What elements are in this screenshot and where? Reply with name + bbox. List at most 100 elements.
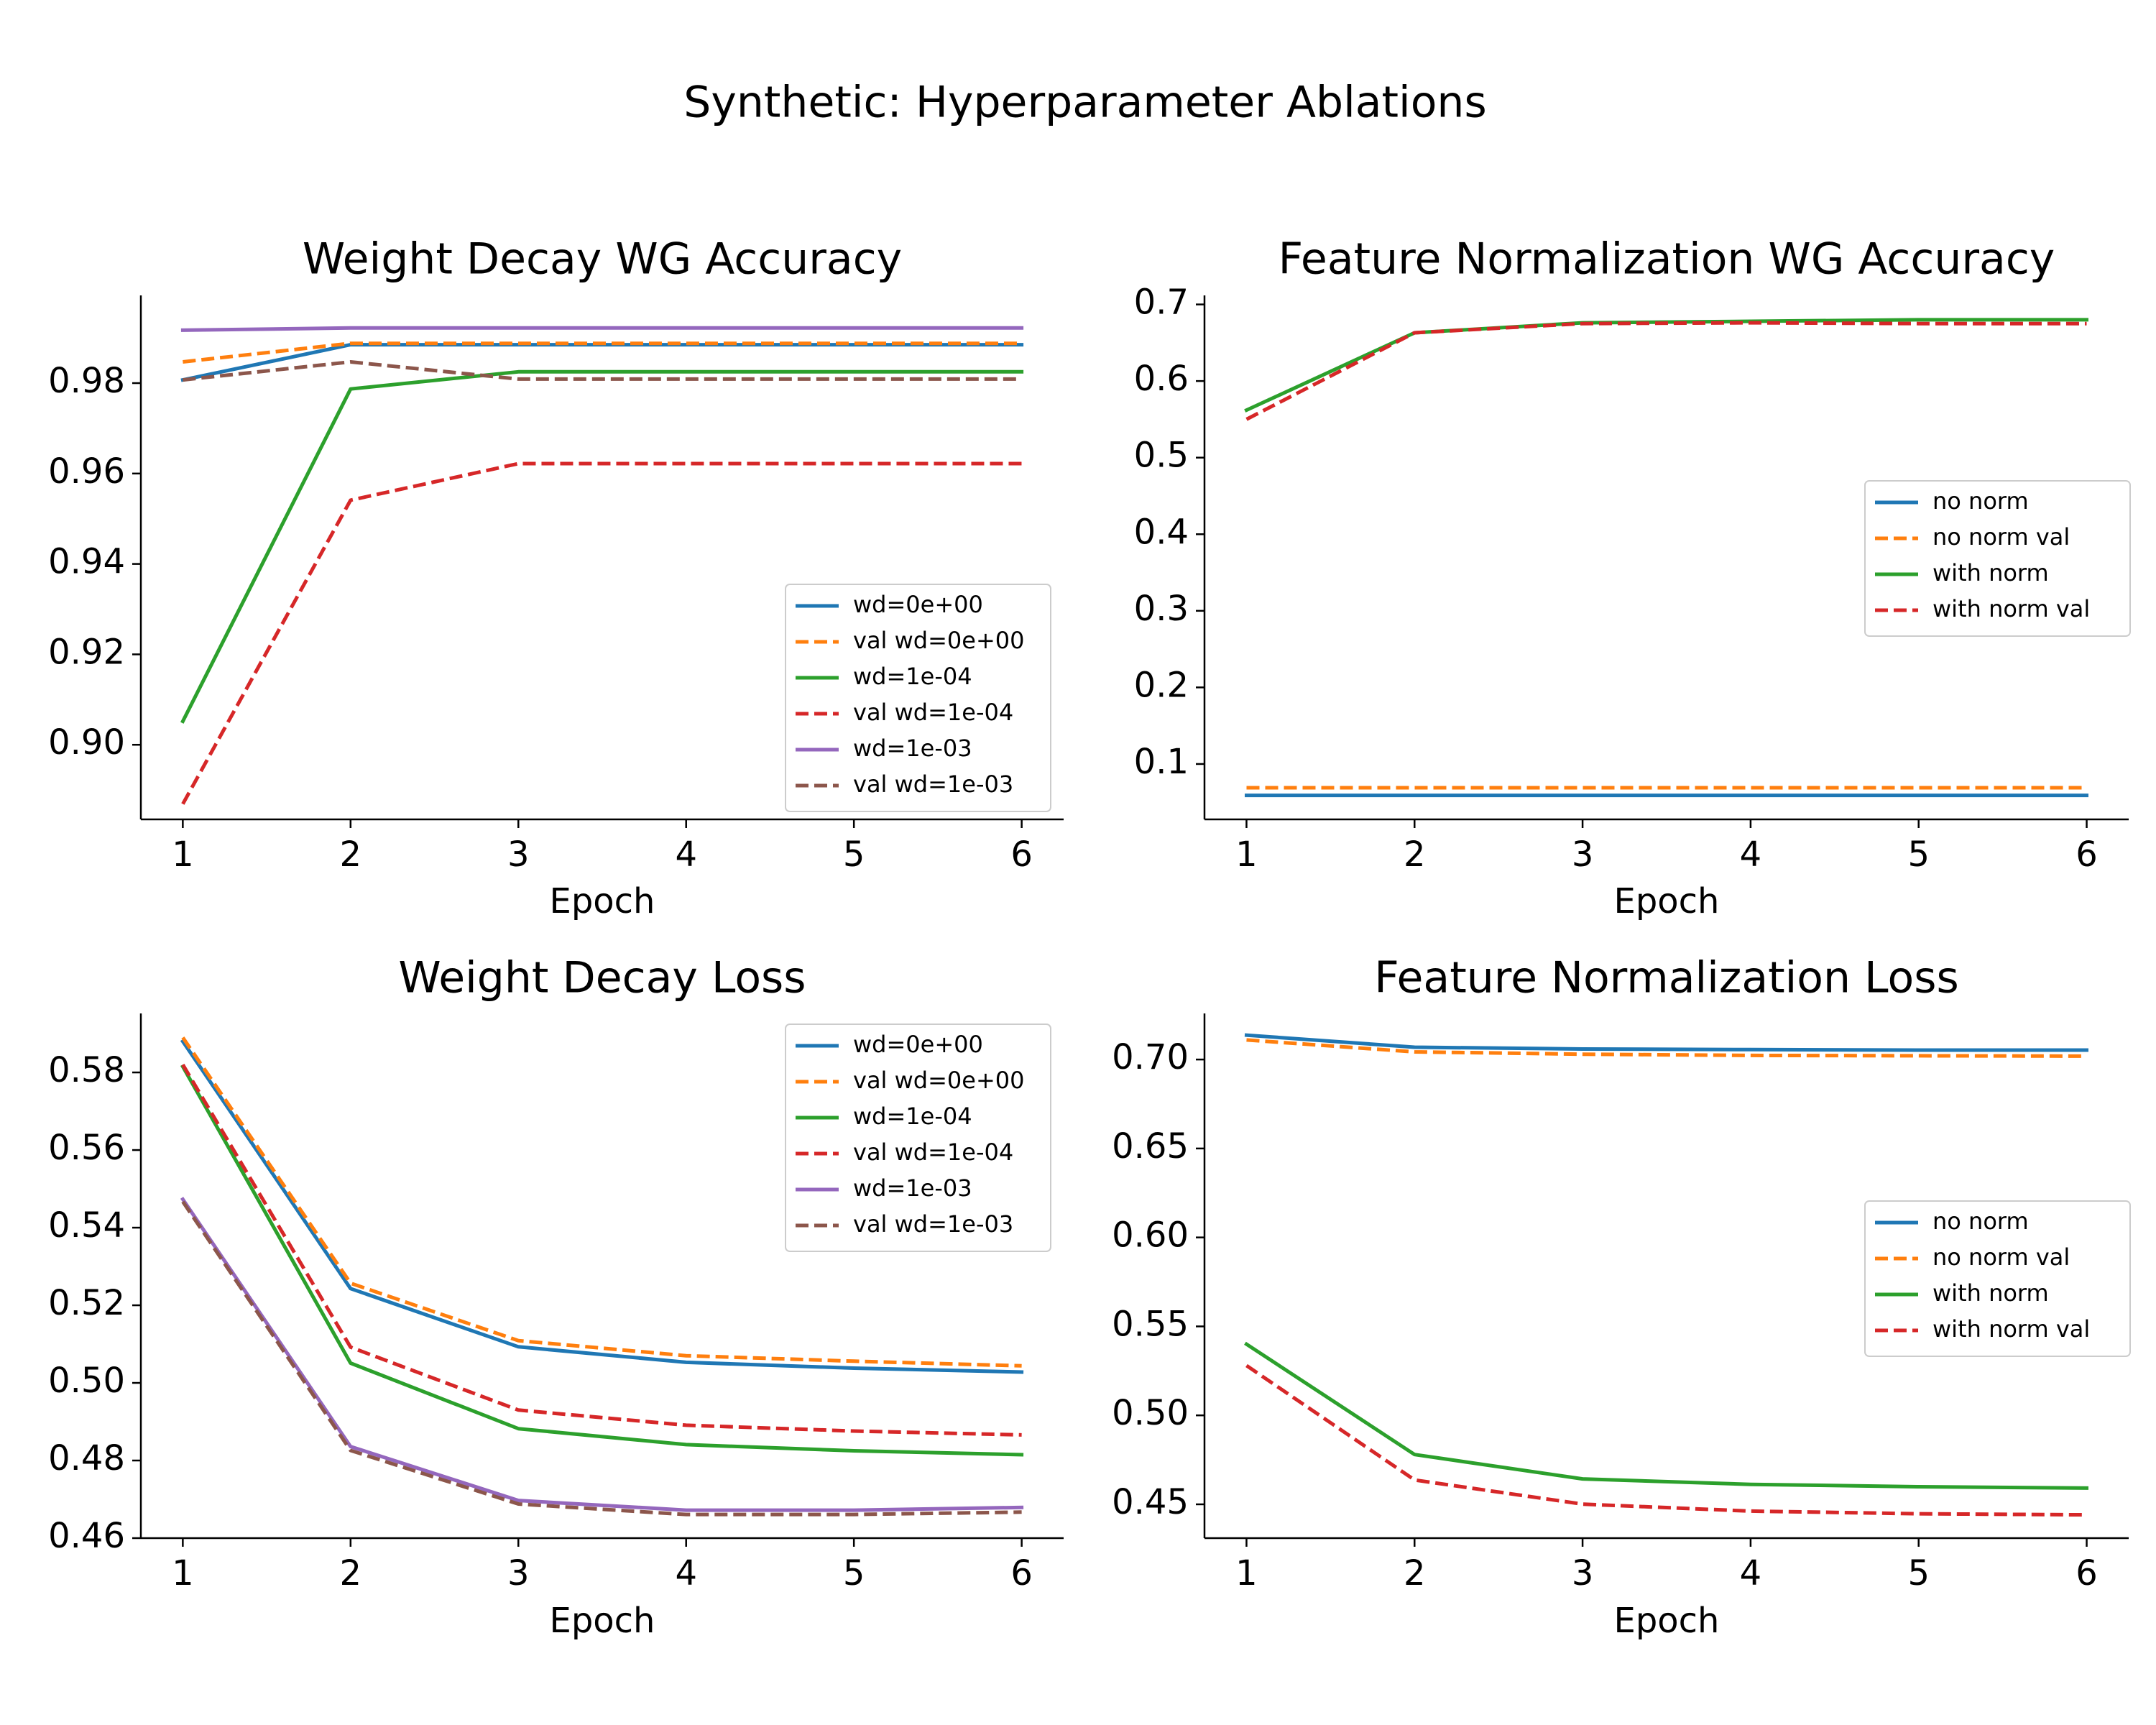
legend-frame <box>785 584 1051 812</box>
legend: no norm no norm val with norm with norm val <box>1864 1200 2131 1357</box>
series-line <box>183 341 1022 364</box>
series-line <box>1246 1038 2087 1058</box>
y-tick-label: 0.46 <box>48 1516 125 1556</box>
legend-label: no norm <box>1932 487 2029 515</box>
x-tick-label: 5 <box>843 1553 865 1593</box>
y-tick-label: 0.3 <box>1134 589 1189 629</box>
y-tick-label: 0.50 <box>48 1361 125 1401</box>
chart-wd-acc: Weight Decay WG Accuracy Epoch 1 2 3 4 5 6 0.9… <box>48 234 1064 921</box>
legend: wd=0e+00 val wd=0e+00 wd=1e-04 val wd=1e-04… <box>785 1024 1051 1252</box>
y-tick-label: 0.1 <box>1134 742 1189 782</box>
x-tick-label: 2 <box>1404 1553 1426 1593</box>
x-tick-label: 6 <box>1010 834 1033 875</box>
x-tick-label: 6 <box>2076 834 2098 875</box>
legend-label: with norm val <box>1932 1315 2090 1343</box>
x-tick-label: 3 <box>1572 834 1594 875</box>
x-tick-label: 5 <box>843 834 865 875</box>
x-tick-label: 1 <box>1235 1553 1258 1593</box>
x-tick-label: 2 <box>1404 834 1426 875</box>
legend-label: wd=1e-04 <box>853 1103 972 1130</box>
plot-area: 1 2 3 4 5 6 0.46 0.48 0.50 0.52 0.54 0.56 0.58 <box>48 1013 1064 1593</box>
x-axis-label: Epoch <box>1614 1601 1720 1641</box>
chart-fn-acc: Feature Normalization WG Accuracy Epoch … <box>1134 234 2131 921</box>
legend-label: val wd=0e+00 <box>853 627 1024 654</box>
y-tick-label: 0.54 <box>48 1205 125 1246</box>
series-line <box>1245 321 2087 421</box>
series-line <box>1244 1341 2089 1490</box>
legend-label: val wd=1e-03 <box>853 1210 1013 1238</box>
x-tick-label: 6 <box>1010 1553 1033 1593</box>
y-tick-label: 0.60 <box>1112 1215 1189 1256</box>
x-axis-label: Epoch <box>550 881 655 921</box>
x-tick-label: 2 <box>340 1553 362 1593</box>
legend-label: no norm val <box>1932 1243 2070 1271</box>
legend-label: with norm val <box>1932 595 2090 622</box>
y-tick-label: 0.2 <box>1134 665 1189 705</box>
series-line <box>180 1064 1024 1457</box>
x-axis-label: Epoch <box>1614 881 1720 921</box>
x-tick-label: 1 <box>172 834 194 875</box>
series-line <box>1245 1363 2087 1517</box>
x-tick-label: 4 <box>675 834 697 875</box>
x-tick-label: 1 <box>1235 834 1258 875</box>
legend-frame <box>1864 480 2131 637</box>
y-tick-label: 0.90 <box>48 722 125 763</box>
chart-title: Feature Normalization WG Accuracy <box>1279 234 2055 285</box>
legend: wd=0e+00 val wd=0e+00 wd=1e-04 val wd=1e-04… <box>785 584 1051 812</box>
y-tick-label: 0.55 <box>1112 1304 1189 1344</box>
y-tick-label: 0.70 <box>1112 1037 1189 1077</box>
legend-label: wd=1e-03 <box>853 735 972 762</box>
x-tick-label: 2 <box>340 834 362 875</box>
x-tick-label: 5 <box>1907 834 1930 875</box>
legend-label: wd=1e-03 <box>853 1174 972 1202</box>
chart-fn-loss: Feature Normalization Loss Epoch 1 2 3 4 5 6 0… <box>1112 953 2131 1641</box>
figure-suptitle: Synthetic: Hyperparameter Ablations <box>683 78 1486 128</box>
y-tick-label: 0.96 <box>48 451 125 492</box>
series-line <box>180 1039 1024 1374</box>
legend-label: val wd=1e-03 <box>853 770 1013 798</box>
y-tick-label: 0.7 <box>1134 282 1189 323</box>
y-tick-label: 0.92 <box>48 632 125 672</box>
series-line <box>181 461 1022 805</box>
chart-title: Feature Normalization Loss <box>1374 953 1958 1003</box>
chart-title: Weight Decay Loss <box>398 953 806 1003</box>
series-line <box>180 369 1024 724</box>
legend-label: val wd=1e-04 <box>853 1138 1013 1166</box>
y-tick-label: 0.5 <box>1134 436 1189 476</box>
y-tick-label: 0.98 <box>48 361 125 401</box>
plot-area: 1 2 3 4 5 6 0.45 0.50 0.55 0.60 0.65 0.70 <box>1112 1013 2129 1593</box>
y-tick-label: 0.45 <box>1112 1482 1189 1522</box>
y-tick-label: 0.56 <box>48 1128 125 1168</box>
y-tick-label: 0.48 <box>48 1438 125 1478</box>
legend-frame <box>785 1024 1051 1252</box>
legend-label: with norm <box>1932 1279 2049 1307</box>
x-tick-label: 3 <box>507 834 530 875</box>
series-line <box>181 1036 1022 1368</box>
x-tick-label: 4 <box>1740 1553 1762 1593</box>
y-tick-label: 0.94 <box>48 542 125 582</box>
x-tick-label: 3 <box>507 1553 530 1593</box>
y-tick-label: 0.52 <box>48 1283 125 1323</box>
series-line <box>180 1197 1024 1512</box>
x-tick-label: 6 <box>2076 1553 2098 1593</box>
x-tick-label: 4 <box>1740 834 1762 875</box>
legend-label: with norm <box>1932 559 2049 586</box>
y-tick-label: 0.6 <box>1134 359 1189 399</box>
legend-label: wd=0e+00 <box>853 591 983 618</box>
legend-label: wd=1e-04 <box>853 663 972 690</box>
legend: no norm no norm val with norm with norm val <box>1864 480 2131 637</box>
y-tick-label: 0.50 <box>1112 1393 1189 1433</box>
legend-label: wd=0e+00 <box>853 1031 983 1058</box>
legend-frame <box>1864 1200 2131 1357</box>
legend-label: val wd=0e+00 <box>853 1067 1024 1094</box>
y-tick-label: 0.58 <box>48 1050 125 1090</box>
x-axis-label: Epoch <box>550 1601 655 1641</box>
y-tick-label: 0.4 <box>1134 512 1189 552</box>
series-line <box>181 1064 1022 1437</box>
plot-area: 1 2 3 4 5 6 0.90 0.92 0.94 0.96 0.98 <box>48 295 1064 875</box>
series-line <box>180 326 1024 332</box>
series-line <box>183 360 1022 382</box>
x-tick-label: 4 <box>675 1553 697 1593</box>
